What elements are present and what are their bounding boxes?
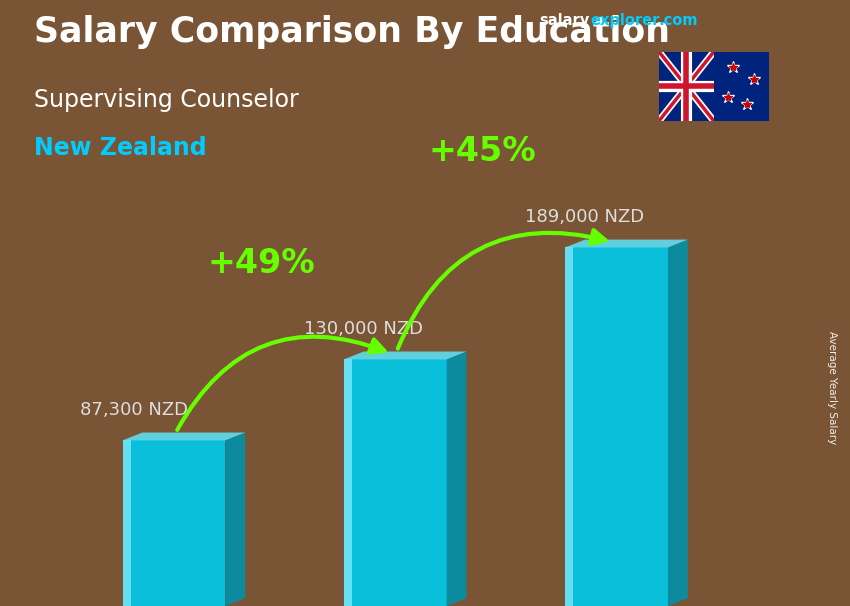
Text: salary: salary <box>540 13 590 28</box>
Polygon shape <box>714 52 769 121</box>
Polygon shape <box>565 247 668 606</box>
Polygon shape <box>225 433 245 606</box>
Text: Salary Comparison By Education: Salary Comparison By Education <box>34 15 670 49</box>
Text: 87,300 NZD: 87,300 NZD <box>81 401 189 419</box>
Text: Supervising Counselor: Supervising Counselor <box>34 88 298 112</box>
Text: New Zealand: New Zealand <box>34 136 207 161</box>
Polygon shape <box>122 433 245 441</box>
Text: 130,000 NZD: 130,000 NZD <box>304 319 423 338</box>
Polygon shape <box>122 441 131 606</box>
Text: 189,000 NZD: 189,000 NZD <box>525 208 644 225</box>
Polygon shape <box>344 359 352 606</box>
Text: +45%: +45% <box>428 135 536 168</box>
Polygon shape <box>122 441 225 606</box>
Polygon shape <box>446 351 467 606</box>
Text: +49%: +49% <box>207 247 314 280</box>
Polygon shape <box>565 239 688 247</box>
Polygon shape <box>344 359 446 606</box>
Polygon shape <box>344 351 467 359</box>
Text: .com: .com <box>659 13 698 28</box>
Polygon shape <box>565 247 574 606</box>
Polygon shape <box>668 239 688 606</box>
Text: Average Yearly Salary: Average Yearly Salary <box>827 331 837 444</box>
Text: explorer: explorer <box>591 13 660 28</box>
